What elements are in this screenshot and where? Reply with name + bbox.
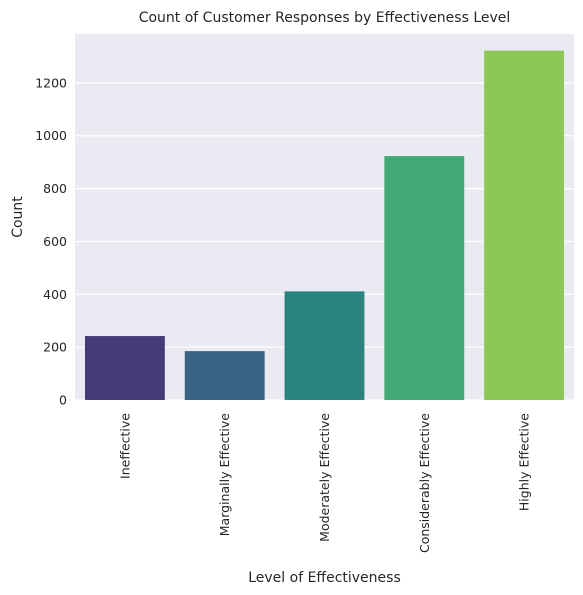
y-tick-labels: 0 200 400 600 800 1000 1200 — [35, 75, 67, 407]
y-tick-label: 800 — [43, 181, 67, 196]
x-tick-label: Highly Effective — [517, 413, 532, 511]
bar-highly-effective — [484, 50, 565, 400]
x-tick-label: Marginally Effective — [217, 413, 232, 537]
y-tick-label: 600 — [43, 234, 67, 249]
x-tick-label: Considerably Effective — [417, 413, 432, 553]
bar-ineffective — [84, 336, 165, 400]
y-tick-label: 0 — [59, 393, 67, 408]
y-tick-label: 200 — [43, 340, 67, 355]
y-axis-label: Count — [10, 196, 26, 238]
x-tick-label: Ineffective — [117, 413, 132, 479]
x-tick-label: Moderately Effective — [317, 413, 332, 542]
bar-marginally-effective — [184, 351, 265, 400]
chart-title: Count of Customer Responses by Effective… — [139, 10, 511, 26]
y-tick-label: 400 — [43, 287, 67, 302]
bars — [84, 50, 565, 400]
bar-considerably-effective — [384, 156, 465, 400]
x-axis-label: Level of Effectiveness — [248, 570, 401, 586]
y-tick-label: 1200 — [35, 75, 67, 90]
x-tick-labels: Ineffective Marginally Effective Moderatel… — [117, 413, 531, 553]
bar-moderately-effective — [284, 291, 365, 400]
y-tick-label: 1000 — [35, 128, 67, 143]
